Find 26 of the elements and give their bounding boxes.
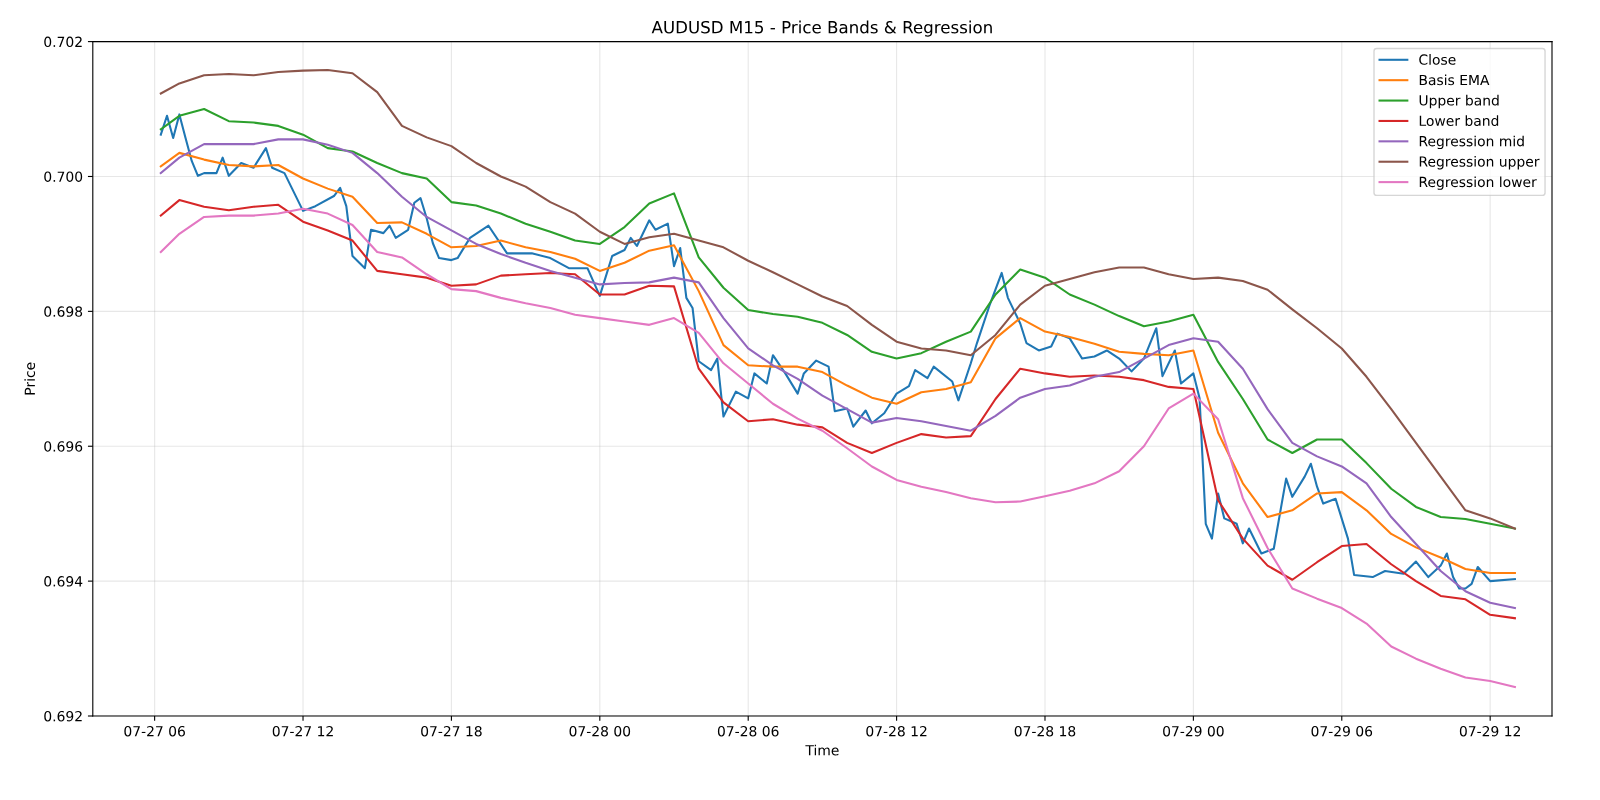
x-tick-label: 07-28 18 [1014, 725, 1076, 737]
x-tick-label: 07-27 18 [421, 725, 482, 737]
legend-label: Regression lower [1419, 176, 1537, 190]
legend-label: Regression upper [1419, 156, 1540, 170]
x-tick-label: 07-29 00 [1163, 725, 1224, 737]
y-tick-label: 0.698 [44, 306, 83, 317]
x-tick-label: 07-29 12 [1459, 725, 1520, 737]
chart-title: AUDUSD M15 - Price Bands & Regression [651, 20, 992, 37]
legend-label: Close [1419, 54, 1456, 65]
y-tick-label: 0.702 [44, 36, 82, 48]
x-tick-label: 07-28 12 [866, 725, 927, 737]
x-tick-label: 07-27 12 [272, 725, 333, 737]
y-tick-label: 0.694 [44, 576, 83, 587]
y-tick-label: 0.692 [44, 710, 82, 722]
legend-label: Regression mid [1419, 135, 1524, 150]
x-axis-title: Time [805, 744, 839, 756]
y-axis-title: Price [24, 362, 36, 395]
y-tick-label: 0.696 [44, 441, 83, 452]
y-tick-label: 0.700 [44, 171, 83, 182]
x-tick-label: 07-27 06 [124, 725, 185, 737]
x-tick-label: 07-28 06 [717, 725, 779, 737]
x-tick-label: 07-29 06 [1311, 725, 1373, 737]
legend-label: Upper band [1419, 94, 1499, 109]
legend-label: Basis EMA [1419, 74, 1490, 86]
x-tick-label: 07-28 00 [569, 725, 631, 737]
legend-label: Lower band [1419, 115, 1499, 127]
